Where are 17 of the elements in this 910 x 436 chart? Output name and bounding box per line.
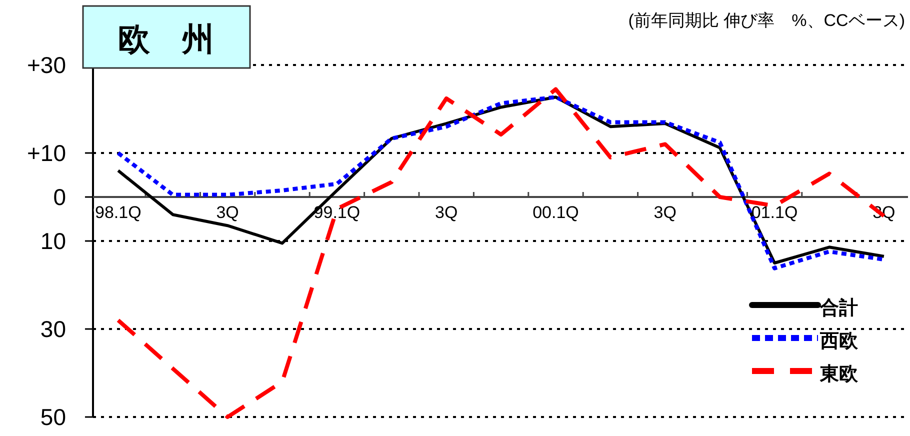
chart-subtitle: (前年同期比 伸び率 %、CCベース) xyxy=(628,11,905,30)
y-tick-label: 10 xyxy=(40,228,66,254)
y-tick-label: 30 xyxy=(40,316,66,342)
y-tick-label: 50 xyxy=(40,404,66,430)
x-tick-label: 98.1Q xyxy=(95,203,142,222)
x-tick-label: 3Q xyxy=(435,203,458,222)
x-tick-label: 00.1Q xyxy=(532,203,579,222)
legend-label: 東欧 xyxy=(819,363,859,385)
legend-label: 西欧 xyxy=(819,331,859,352)
chart-title: 欧 州 xyxy=(118,21,214,57)
x-tick-label: 3Q xyxy=(216,203,239,222)
y-tick-label: 0 xyxy=(53,184,66,210)
y-tick-label: +30 xyxy=(26,52,66,78)
y-tick-label: +10 xyxy=(26,140,66,166)
x-tick-label: 01.1Q xyxy=(751,203,798,222)
legend-label: 合計 xyxy=(819,297,858,319)
x-tick-label: 3Q xyxy=(654,203,676,222)
